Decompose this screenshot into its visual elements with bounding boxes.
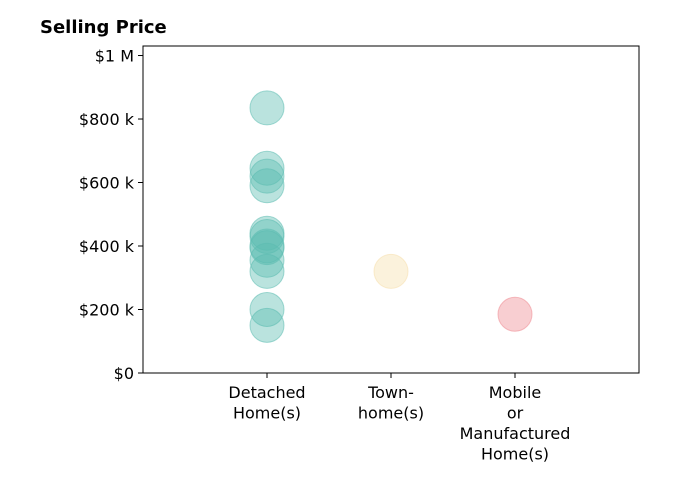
x-tick-label-line: or xyxy=(507,404,524,423)
x-tick-label: Detached Home(s) xyxy=(228,383,305,423)
y-tick-label: $400 k xyxy=(79,237,135,256)
y-axis: $0 $200 k $400 k $600 k $800 k $1 M xyxy=(79,47,143,383)
data-point xyxy=(249,253,285,289)
y-tick-label: $1 M xyxy=(95,47,134,66)
data-point xyxy=(249,242,285,278)
data-point xyxy=(373,253,409,289)
data-point xyxy=(249,307,285,343)
data-point xyxy=(249,90,285,126)
data-points xyxy=(249,90,533,343)
data-point xyxy=(249,230,285,266)
x-tick-label-line: home(s) xyxy=(358,404,424,423)
y-tick-label: $600 k xyxy=(79,174,135,193)
data-point xyxy=(497,296,533,332)
y-tick-label: $200 k xyxy=(79,301,135,320)
y-tick-label: $800 k xyxy=(79,110,135,129)
x-tick-label-line: Home(s) xyxy=(481,445,549,464)
x-tick-label-line: Town- xyxy=(367,383,414,402)
y-tick-label: $0 xyxy=(114,364,134,383)
x-tick-label-line: Detached xyxy=(228,383,305,402)
data-point xyxy=(249,292,285,328)
plot-area-frame xyxy=(142,45,640,374)
data-point xyxy=(249,218,285,254)
x-tick-label: Mobile or Manufactured Home(s) xyxy=(460,383,571,464)
x-tick-label-line: Manufactured xyxy=(460,424,571,443)
x-axis: Detached Home(s) Town-home(s) Mobile or Manuf… xyxy=(228,373,570,464)
x-tick-label-line: Mobile xyxy=(489,383,541,402)
chart-title: Selling Price xyxy=(40,17,167,38)
x-tick-label: Town-home(s) xyxy=(358,383,424,423)
x-tick-label-line: Home(s) xyxy=(233,404,301,423)
data-point xyxy=(249,158,285,194)
data-point xyxy=(249,168,285,204)
